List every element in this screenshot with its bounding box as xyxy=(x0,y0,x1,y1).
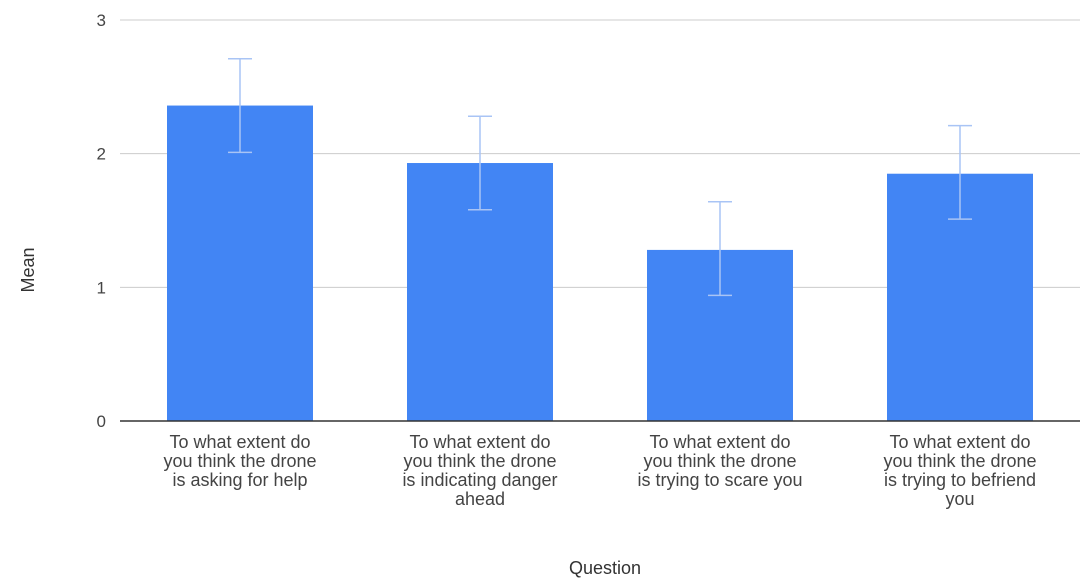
category-label-line: you xyxy=(945,489,974,509)
y-tick-label: 2 xyxy=(97,145,106,164)
category-label-line: To what extent do xyxy=(169,432,310,452)
bar xyxy=(167,105,313,422)
category-label-line: is trying to scare you xyxy=(637,470,802,490)
category-label-line: To what extent do xyxy=(649,432,790,452)
category-label-line: To what extent do xyxy=(409,432,550,452)
category-label: To what extent do you think the drone is t… xyxy=(883,432,1036,509)
y-tick-label: 0 xyxy=(97,412,106,431)
category-label-line: you think the drone xyxy=(883,451,1036,471)
category-label: To what extent do you think the drone is i… xyxy=(402,432,557,509)
error-bars xyxy=(228,58,972,297)
x-axis-title: Question xyxy=(569,558,641,578)
y-axis-title: Mean xyxy=(18,247,38,292)
category-labels: To what extent do you think the drone is a… xyxy=(163,432,1036,509)
y-tick-label: 1 xyxy=(97,278,106,297)
category-label-line: is indicating danger xyxy=(402,470,557,490)
y-tick-labels: 0 1 2 3 xyxy=(97,11,106,431)
category-label-line: ahead xyxy=(455,489,505,509)
bars xyxy=(167,105,1033,422)
y-tick-label: 3 xyxy=(97,11,106,30)
category-label-line: To what extent do xyxy=(889,432,1030,452)
category-label-line: is asking for help xyxy=(172,470,307,490)
category-label-line: you think the drone xyxy=(403,451,556,471)
category-label: To what extent do you think the drone is t… xyxy=(637,432,802,490)
category-label-line: you think the drone xyxy=(163,451,316,471)
category-label-line: is trying to befriend xyxy=(884,470,1036,490)
category-label-line: you think the drone xyxy=(643,451,796,471)
category-label: To what extent do you think the drone is a… xyxy=(163,432,316,490)
